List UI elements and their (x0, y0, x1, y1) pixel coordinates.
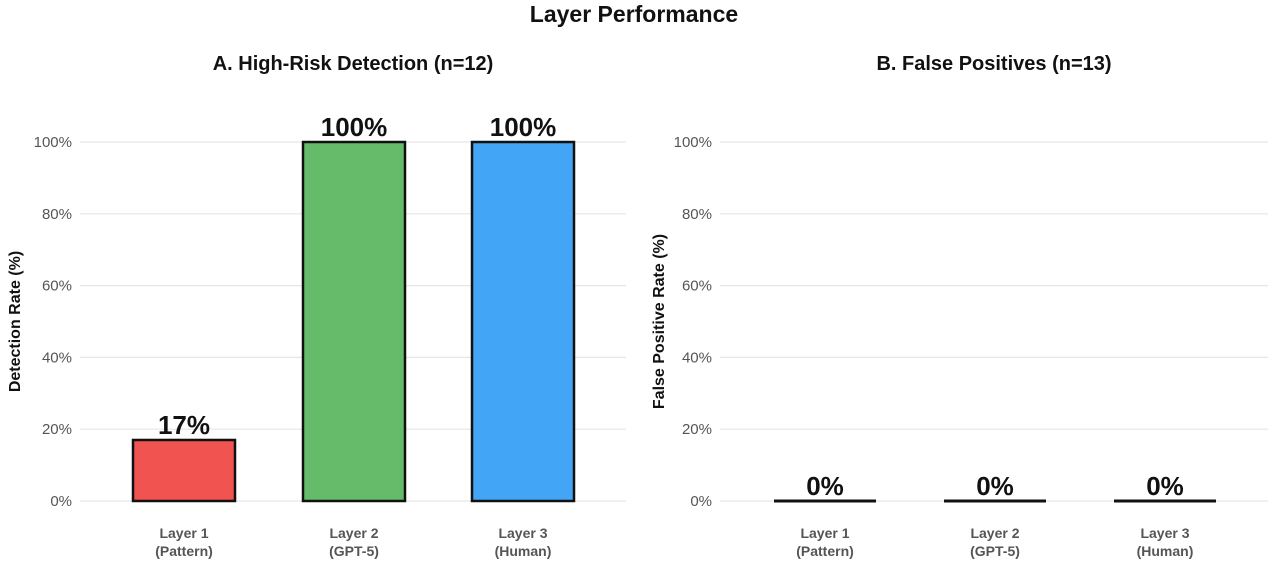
x-tick-sublabel: (Pattern) (155, 543, 213, 559)
panel-title: B. False Positives (n=13) (876, 53, 1111, 75)
y-tick-label: 60% (682, 278, 712, 295)
data-label: 0% (1146, 471, 1184, 501)
y-tick-label: 60% (42, 278, 72, 295)
data-label: 100% (321, 112, 388, 142)
y-tick-label: 0% (690, 493, 712, 510)
x-tick-label: Layer 3 (1140, 525, 1189, 541)
y-axis-label: Detection Rate (%) (7, 251, 24, 392)
panel-a: A. High-Risk Detection (n=12) Detection R… (7, 53, 626, 559)
y-tick-label: 20% (682, 421, 712, 438)
y-tick-label: 0% (50, 493, 72, 510)
panel-b: B. False Positives (n=13) False Positive … (651, 53, 1268, 559)
x-tick-label: Layer 2 (329, 525, 378, 541)
figure-title: Layer Performance (530, 1, 738, 27)
bar-layer-1 (131, 438, 237, 503)
panel-title: A. High-Risk Detection (n=12) (213, 53, 494, 75)
bar-layer-2 (301, 140, 407, 503)
y-tick-label: 20% (42, 421, 72, 438)
y-tick-label: 40% (682, 349, 712, 366)
x-tick-sublabel: (Human) (1137, 543, 1194, 559)
data-label: 0% (976, 471, 1014, 501)
data-label: 100% (490, 112, 557, 142)
x-tick-sublabel: (GPT-5) (970, 543, 1020, 559)
data-label: 17% (158, 410, 210, 440)
x-tick-sublabel: (Pattern) (796, 543, 854, 559)
y-tick-label: 80% (682, 206, 712, 223)
data-label: 0% (806, 471, 844, 501)
x-tick-label: Layer 1 (800, 525, 849, 541)
y-tick-label: 100% (674, 134, 712, 151)
x-tick-label: Layer 1 (159, 525, 208, 541)
x-tick-sublabel: (GPT-5) (329, 543, 379, 559)
bar-layer-3 (470, 140, 576, 503)
y-axis-label: False Positive Rate (%) (651, 234, 668, 409)
x-tick-label: Layer 2 (970, 525, 1019, 541)
y-tick-label: 80% (42, 206, 72, 223)
y-tick-label: 40% (42, 349, 72, 366)
y-tick-label: 100% (34, 134, 72, 151)
x-tick-sublabel: (Human) (495, 543, 552, 559)
x-tick-label: Layer 3 (498, 525, 547, 541)
